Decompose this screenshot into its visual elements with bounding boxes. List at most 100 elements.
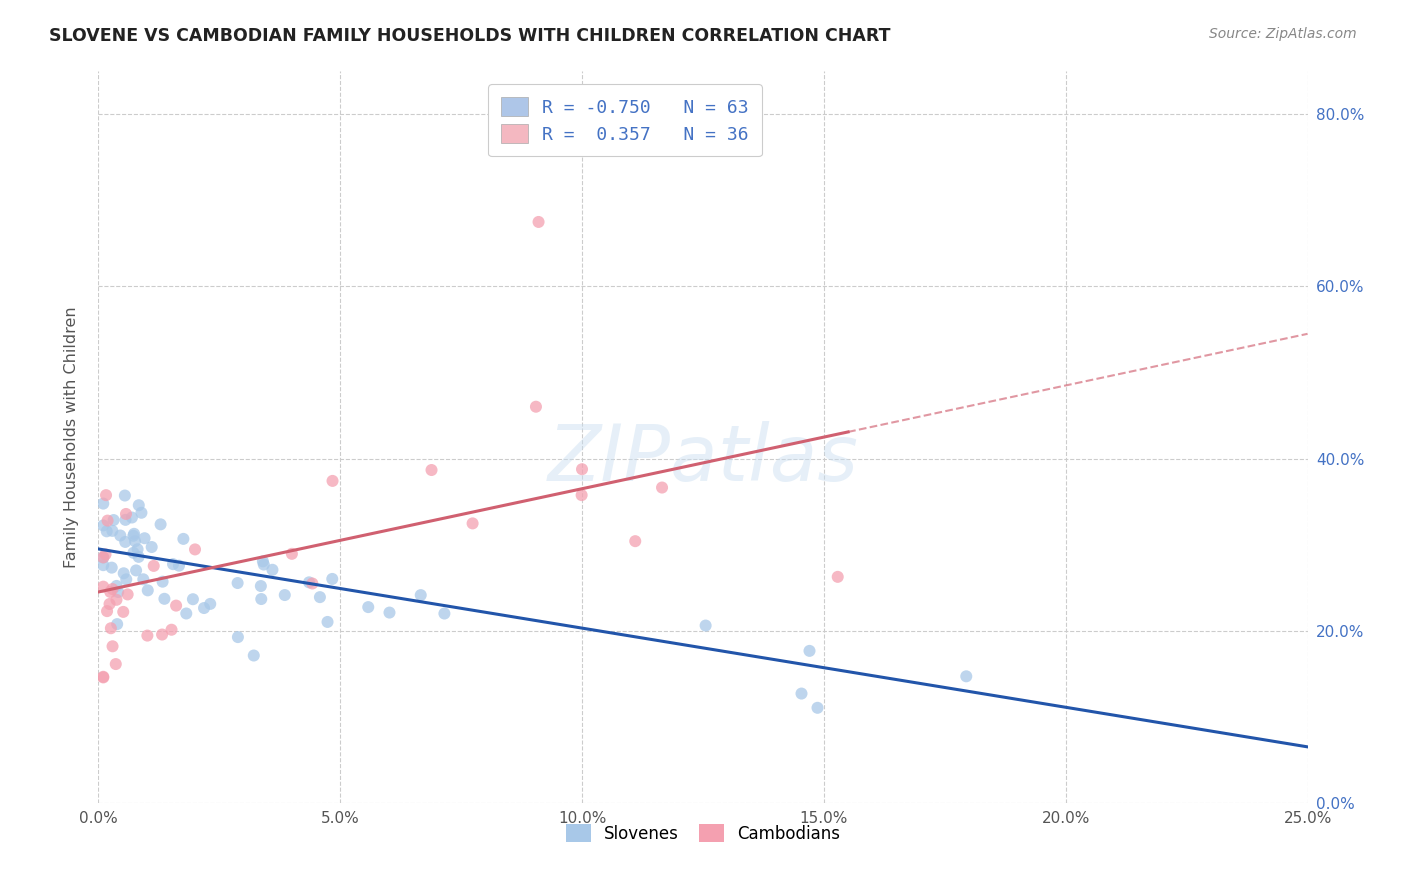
Point — [433, 607, 456, 621]
Point — [378, 606, 401, 620]
Point — [94, 547, 117, 561]
Point — [114, 513, 136, 527]
Point — [97, 514, 120, 528]
Point — [174, 607, 197, 621]
Point — [162, 557, 184, 571]
Point — [309, 590, 332, 604]
Point — [91, 670, 114, 684]
Point — [571, 462, 593, 476]
Point — [105, 592, 128, 607]
Point — [96, 604, 118, 618]
Point — [128, 549, 150, 564]
Point — [94, 488, 117, 502]
Point — [91, 518, 114, 533]
Point — [122, 546, 145, 560]
Point — [160, 623, 183, 637]
Point — [200, 597, 222, 611]
Point — [141, 540, 163, 554]
Point — [127, 542, 149, 557]
Text: ZIPatlas: ZIPatlas — [547, 421, 859, 497]
Point — [167, 558, 190, 573]
Point — [316, 615, 339, 629]
Point — [131, 506, 153, 520]
Point — [571, 488, 593, 502]
Point — [91, 580, 114, 594]
Point — [91, 497, 114, 511]
Point — [790, 687, 813, 701]
Point — [105, 617, 128, 632]
Point — [142, 558, 165, 573]
Point — [172, 532, 194, 546]
Point — [184, 542, 207, 557]
Point — [110, 528, 132, 542]
Point — [695, 618, 717, 632]
Point — [122, 529, 145, 543]
Point — [114, 535, 136, 549]
Point — [322, 474, 344, 488]
Point — [105, 579, 128, 593]
Point — [104, 657, 127, 671]
Point — [253, 558, 276, 572]
Point — [115, 507, 138, 521]
Point — [128, 498, 150, 512]
Text: SLOVENE VS CAMBODIAN FAMILY HOUSEHOLDS WITH CHILDREN CORRELATION CHART: SLOVENE VS CAMBODIAN FAMILY HOUSEHOLDS W… — [49, 27, 891, 45]
Point — [250, 579, 273, 593]
Point — [152, 574, 174, 589]
Point — [250, 592, 273, 607]
Point — [117, 587, 139, 601]
Point — [357, 600, 380, 615]
Point — [101, 640, 124, 654]
Point — [298, 575, 321, 590]
Point — [114, 489, 136, 503]
Point — [132, 572, 155, 586]
Point — [122, 526, 145, 541]
Point — [420, 463, 443, 477]
Point — [165, 599, 187, 613]
Point — [524, 400, 547, 414]
Point — [153, 591, 176, 606]
Y-axis label: Family Households with Children: Family Households with Children — [65, 306, 79, 568]
Point — [91, 550, 114, 565]
Point — [624, 534, 647, 549]
Point — [262, 563, 284, 577]
Point — [149, 517, 172, 532]
Point — [193, 601, 215, 615]
Point — [136, 629, 159, 643]
Point — [134, 531, 156, 545]
Point — [124, 534, 146, 549]
Point — [252, 554, 274, 568]
Legend: Slovenes, Cambodians: Slovenes, Cambodians — [560, 818, 846, 849]
Point — [115, 572, 138, 586]
Point — [226, 576, 249, 591]
Point — [321, 572, 343, 586]
Point — [281, 547, 304, 561]
Point — [98, 597, 121, 611]
Point — [527, 215, 550, 229]
Point — [112, 566, 135, 581]
Point — [226, 630, 249, 644]
Point — [274, 588, 297, 602]
Point — [150, 627, 173, 641]
Point — [100, 621, 122, 635]
Point — [181, 592, 204, 607]
Point — [101, 524, 124, 538]
Point — [242, 648, 264, 663]
Point — [91, 670, 114, 684]
Point — [91, 558, 114, 573]
Point — [301, 576, 323, 591]
Point — [121, 510, 143, 524]
Point — [955, 669, 977, 683]
Point — [103, 513, 125, 527]
Point — [107, 585, 129, 599]
Point — [136, 583, 159, 598]
Point — [101, 582, 124, 596]
Point — [827, 570, 849, 584]
Point — [125, 563, 148, 577]
Point — [799, 644, 821, 658]
Point — [409, 588, 432, 602]
Text: Source: ZipAtlas.com: Source: ZipAtlas.com — [1209, 27, 1357, 41]
Point — [100, 560, 122, 574]
Point — [91, 550, 114, 565]
Point — [98, 585, 121, 599]
Point — [112, 605, 135, 619]
